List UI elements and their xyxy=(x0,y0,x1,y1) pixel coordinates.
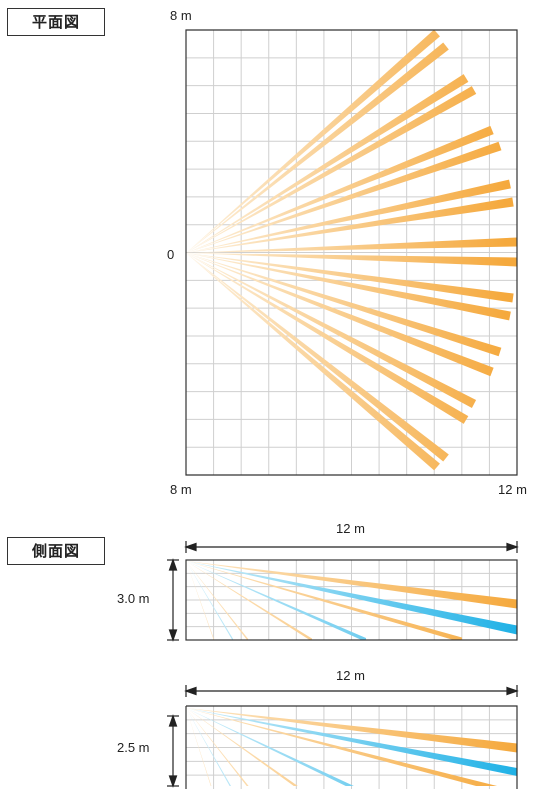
detection-beam xyxy=(186,253,514,303)
side-b-width-label: 12 m xyxy=(336,668,365,683)
side-beam xyxy=(186,708,517,753)
detection-beam xyxy=(186,42,449,254)
side-a-frame xyxy=(185,559,518,641)
side-beam xyxy=(186,708,249,786)
detection-beam xyxy=(186,253,502,357)
side-b-dimension xyxy=(167,685,519,788)
side-beam xyxy=(186,561,248,640)
side-beam xyxy=(186,561,233,640)
side-beam xyxy=(186,708,354,786)
side-view-title: 側面図 xyxy=(7,537,105,565)
side-a-width-label: 12 m xyxy=(336,521,365,536)
detection-beam xyxy=(186,253,477,408)
side-beam xyxy=(186,561,517,635)
detection-beam xyxy=(186,141,502,253)
detection-beam xyxy=(186,253,440,471)
side-beam xyxy=(186,708,498,786)
detection-beam xyxy=(186,253,449,462)
detection-beam xyxy=(186,237,518,253)
detection-beam xyxy=(186,29,440,254)
plan-view-frame xyxy=(185,29,518,476)
side-beam xyxy=(186,561,366,640)
plan-view-title: 平面図 xyxy=(7,8,105,36)
side-b-beams xyxy=(186,708,517,786)
plan-origin-label: 0 xyxy=(167,247,175,262)
side-beam xyxy=(186,561,517,609)
side-beam xyxy=(186,561,312,640)
detection-beam xyxy=(186,74,469,253)
plan-top-label: 8 m xyxy=(170,8,192,23)
side-b-frame xyxy=(185,705,518,789)
side-beam xyxy=(186,708,298,786)
side-beam xyxy=(186,561,462,640)
side-a-dimension xyxy=(167,541,519,642)
side-a-beams xyxy=(186,561,517,640)
side-beam xyxy=(186,708,212,786)
detection-beam xyxy=(186,125,494,253)
plan-bottom-right-label: 12 m xyxy=(498,482,527,497)
plan-view-beams xyxy=(186,29,518,471)
detection-beam xyxy=(186,253,518,267)
side-b-height-label: 2.5 m xyxy=(117,740,150,755)
detection-beam xyxy=(186,253,511,321)
side-a-height-label: 3.0 m xyxy=(117,591,150,606)
detection-beam xyxy=(186,253,469,424)
plan-bottom-left-label: 8 m xyxy=(170,482,192,497)
detection-beam xyxy=(186,253,494,377)
side-beam xyxy=(186,561,214,640)
detection-beam xyxy=(186,197,514,253)
side-beam xyxy=(186,708,517,776)
side-b-grid xyxy=(186,706,517,789)
detection-beam xyxy=(186,179,511,253)
side-beam xyxy=(186,708,231,786)
detection-beam xyxy=(186,86,477,253)
